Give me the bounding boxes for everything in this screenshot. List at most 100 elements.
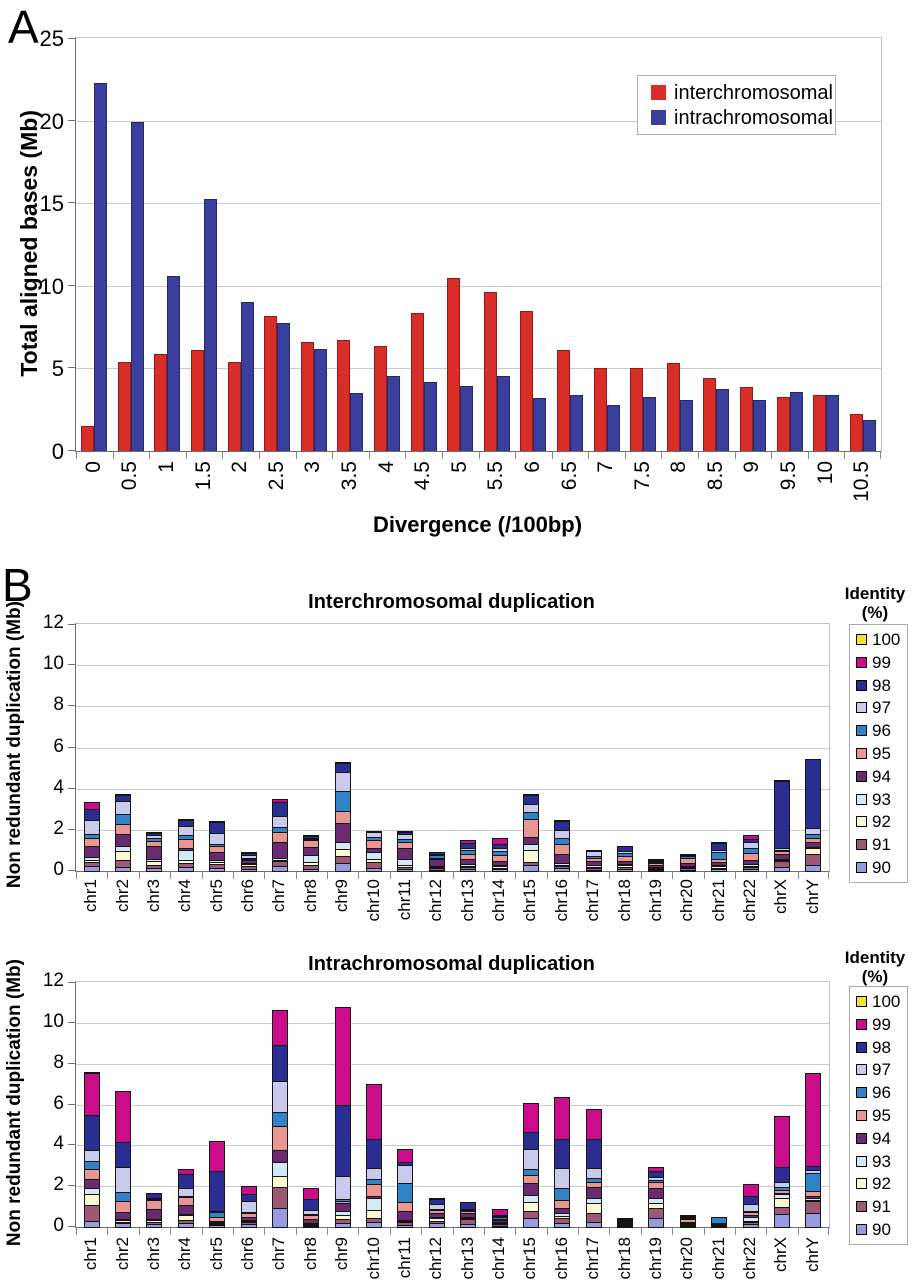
category-label: 10.5 [850,461,874,502]
x-tick [389,1228,391,1235]
segment-identity-90 [617,1225,634,1228]
stacked-bar-chr6 [240,852,257,872]
bar-group [578,624,609,872]
legend-row: 92 [856,1175,907,1192]
x-category: 0 [75,461,112,502]
y-tick [68,202,75,204]
stacked-bar-chr21 [711,1216,728,1228]
bar-interchromosomal [410,313,424,451]
grid-line [76,203,881,205]
x-tick [405,452,407,459]
x-category: 6 [514,461,551,502]
category-label: chr11 [394,1237,414,1279]
legend-swatch-identity-97 [856,1064,867,1076]
category-label: 3 [301,461,325,473]
x-tick [515,1228,517,1235]
stacked-bar-chr20 [679,1214,696,1228]
stacked-bar-chr9 [334,761,351,872]
bar-group [264,624,295,872]
x-tick [258,452,260,459]
x-tick [661,452,663,459]
x-category: chr6 [232,1237,263,1280]
bar-group [296,624,327,872]
x-category: 9.5 [770,461,807,502]
panel-a-y-axis-title: Total aligned bases (Mb) [15,110,42,377]
x-tick [672,872,674,879]
bar-group [479,38,516,451]
x-category: chr19 [640,1237,671,1280]
x-category: chrY [797,1237,828,1280]
stacked-bar-chr5 [209,821,226,872]
legend-row: 94 [856,1130,907,1147]
legend-label: 90 [872,858,891,878]
x-category: chr2 [106,1237,137,1280]
bar-group [113,38,150,451]
segment-identity-90 [146,1223,163,1228]
divergence-x-axis-labels: 0 0.5 1 1.5 2 2.5 3 3.5 4 4.5 5 5.5 6 6.5 7 7.5 8 8.5 9 9.5… [75,461,880,502]
legend-label: interchromosomal [674,81,833,104]
x-tick [441,452,443,459]
bar-interchromosomal [739,386,753,451]
bar-interchromosomal [81,426,95,451]
y-tick [68,367,75,369]
bars-area [76,38,881,451]
legend-row: 92 [856,813,907,830]
legend-label: 97 [872,698,891,718]
segment-identity-90 [554,867,571,872]
segment-identity-90 [366,1221,383,1228]
y-tick-label: 5 [51,356,64,382]
bar-group [552,38,589,451]
bar-group [698,38,735,451]
category-label: chrX [771,1237,791,1272]
segment-identity-96 [397,1183,414,1204]
legend-row: 91 [856,836,907,853]
x-category: chr11 [389,879,420,922]
x-category: chr20 [671,1237,702,1280]
bar-interchromosomal [227,361,241,451]
segment-identity-96 [805,1172,822,1193]
x-category: chrY [797,879,828,922]
bar-intrachromosomal [167,275,181,451]
bar-group [202,624,233,872]
bar-group [222,38,259,451]
x-tick [609,872,611,879]
category-label: chr19 [645,1237,665,1280]
bar-group [139,982,170,1228]
bar-intrachromosomal [94,82,108,451]
segment-identity-98 [554,1139,571,1169]
legend-label: 98 [872,1037,891,1057]
segment-identity-90 [585,869,602,872]
bar-group [390,982,421,1228]
legend-row: 97 [856,1061,907,1078]
x-category: 8 [661,461,698,502]
y-tick [68,1144,75,1146]
segment-identity-90 [240,868,257,872]
legend-swatch-identity-99 [856,1018,867,1030]
y-tick-label: 12 [42,612,64,633]
x-tick [264,872,266,879]
legend-swatch-identity-91 [856,839,867,851]
x-tick [698,452,700,459]
category-label: 5 [447,461,471,473]
x-category: 4.5 [404,461,441,502]
category-label: chr12 [426,879,446,922]
stacked-bar-chr18 [617,846,634,872]
bar-group [515,624,546,872]
segment-identity-90 [428,869,445,872]
y-tick [68,1103,75,1105]
bar-intrachromosomal [716,389,730,451]
x-category: chr3 [138,879,169,922]
x-tick [76,1228,77,1235]
y-tick-label: 0 [53,1215,64,1236]
legend-label: 100 [872,629,901,649]
x-category: chr11 [389,1237,420,1280]
category-label: 3.5 [337,461,361,491]
legend-swatch-identity-100 [856,995,867,1007]
legend-row: 91 [856,1198,907,1215]
category-label: chr13 [457,1237,477,1280]
x-category: chr17 [577,1237,608,1280]
segment-identity-98 [585,1139,602,1169]
segment-identity-90 [115,866,132,872]
x-tick [421,872,423,879]
segment-identity-96 [554,1188,571,1202]
